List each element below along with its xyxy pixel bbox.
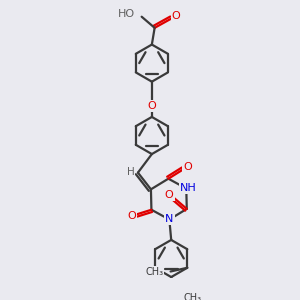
Text: HO: HO <box>118 9 135 19</box>
Text: CH₃: CH₃ <box>183 293 201 300</box>
Text: O: O <box>165 190 173 200</box>
Text: CH₃: CH₃ <box>145 267 163 278</box>
Text: O: O <box>184 162 192 172</box>
Text: O: O <box>148 101 156 111</box>
Text: O: O <box>172 11 180 21</box>
Text: H: H <box>127 167 134 177</box>
Text: NH: NH <box>180 182 196 193</box>
Text: N: N <box>165 214 173 224</box>
Text: O: O <box>128 211 136 221</box>
